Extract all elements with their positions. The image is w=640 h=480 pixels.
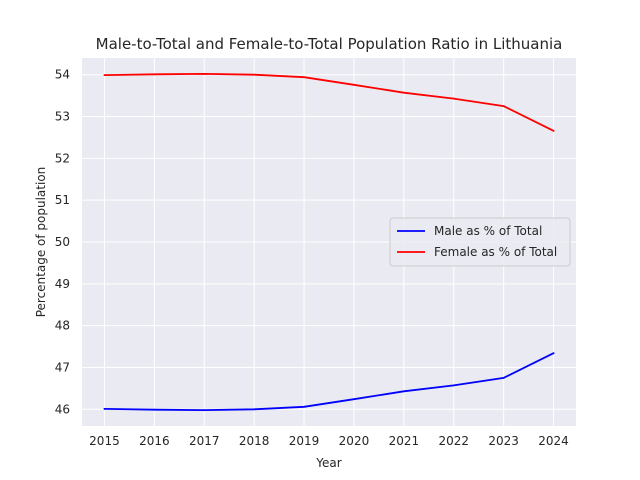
legend-label-male: Male as % of Total <box>434 224 542 238</box>
legend-box <box>389 217 571 267</box>
x-axis-label: Year <box>315 456 341 470</box>
x-tick-label: 2021 <box>389 434 420 448</box>
data-point <box>502 105 505 107</box>
legend: Male as % of Total Female as % of Total <box>389 217 571 267</box>
x-tick-label: 2019 <box>289 434 320 448</box>
y-tick-label: 49 <box>55 277 70 291</box>
data-point <box>153 73 156 76</box>
y-tick-label: 47 <box>55 360 70 374</box>
y-tick-label: 52 <box>55 151 70 165</box>
y-tick-label: 53 <box>55 110 70 124</box>
data-point <box>552 352 555 355</box>
data-point <box>153 408 156 411</box>
x-tick-label: 2024 <box>538 434 569 448</box>
y-axis-label: Percentage of population <box>34 167 48 318</box>
x-tick-label: 2015 <box>89 434 120 448</box>
x-tick-label: 2018 <box>239 434 270 448</box>
y-tick-label: 50 <box>55 235 70 249</box>
series-line-female <box>103 73 555 132</box>
y-tick-label: 46 <box>55 402 70 416</box>
data-point <box>203 409 206 412</box>
data-point <box>303 405 305 408</box>
data-point <box>303 76 305 79</box>
data-point <box>353 83 355 86</box>
tick-labels: 2015 2016 2017 2018 2019 2020 2021 2022 2023 2024… <box>55 68 569 448</box>
data-point <box>103 407 106 410</box>
x-tick-label: 2022 <box>438 434 469 448</box>
data-point <box>402 390 405 393</box>
y-tick-label: 54 <box>55 68 70 82</box>
data-point <box>253 73 256 76</box>
series-line-male <box>103 352 555 412</box>
x-tick-label: 2017 <box>189 434 220 448</box>
chart-title: Male-to-Total and Female-to-Total Popula… <box>96 35 563 53</box>
data-point <box>103 74 106 77</box>
data-point <box>253 408 256 411</box>
data-point <box>203 72 206 75</box>
data-point <box>353 398 355 401</box>
series-lines <box>103 72 555 412</box>
y-tick-label: 51 <box>55 193 70 207</box>
y-tick-label: 48 <box>55 319 70 333</box>
data-point <box>552 129 555 132</box>
legend-label-female: Female as % of Total <box>434 245 557 259</box>
data-point <box>402 91 405 94</box>
data-point <box>502 377 505 379</box>
data-point <box>452 384 455 387</box>
data-point <box>452 97 455 100</box>
x-tick-label: 2016 <box>139 434 170 448</box>
x-tick-label: 2023 <box>488 434 519 448</box>
x-tick-label: 2020 <box>339 434 370 448</box>
